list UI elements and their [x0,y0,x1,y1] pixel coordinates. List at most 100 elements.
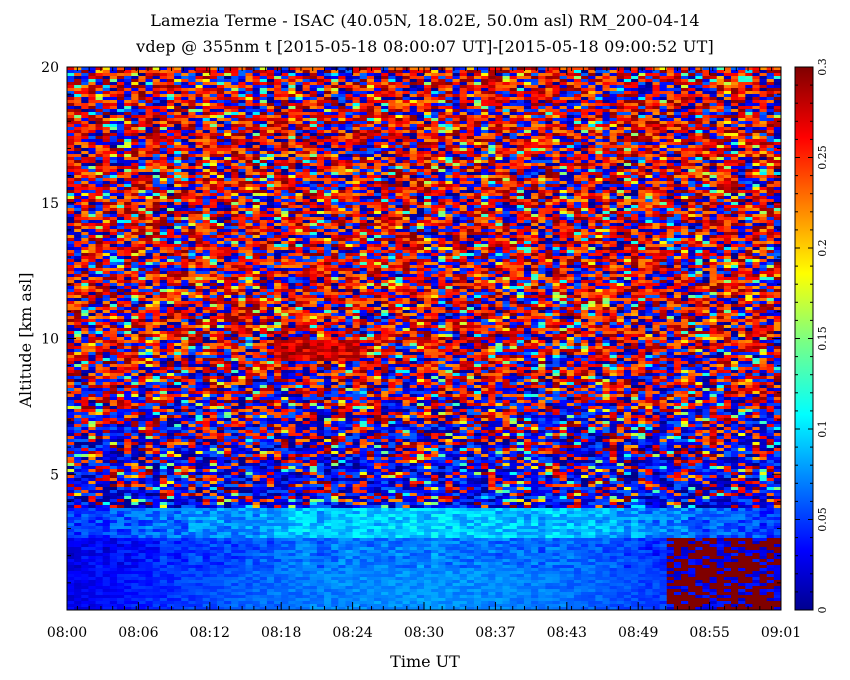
heatmap-cell [131,139,139,142]
heatmap-cell [217,196,225,199]
heatmap-cell [253,589,261,592]
heatmap-cell [174,310,182,313]
heatmap-cell [160,67,168,70]
heatmap-cell [231,472,239,475]
heatmap-cell [203,295,211,298]
heatmap-cell [260,241,268,244]
heatmap-cell [81,283,89,286]
heatmap-cell [117,454,125,457]
heatmap-cell [224,559,232,562]
heatmap-cell [260,214,268,217]
heatmap-cell [117,346,125,349]
heatmap-cell [138,271,146,274]
heatmap-cell [253,496,261,499]
heatmap-cell [81,325,89,328]
heatmap-cell [110,466,118,469]
heatmap-cell [160,268,168,271]
heatmap-cell [188,286,196,289]
heatmap-cell [131,127,139,130]
heatmap-cell [246,454,254,457]
heatmap-cell [88,541,96,544]
heatmap-cell [224,571,232,574]
heatmap-cell [260,349,268,352]
heatmap-cell [210,166,218,169]
heatmap-cell [110,454,118,457]
heatmap-cell [260,340,268,343]
heatmap-cell [217,565,225,568]
heatmap-cell [238,223,246,226]
heatmap-cell [124,493,132,496]
heatmap-cell [160,196,168,199]
heatmap-cell [174,238,182,241]
heatmap-cell [260,310,268,313]
heatmap-cell [88,526,96,529]
heatmap-cell [174,499,182,502]
heatmap-cell [117,154,125,157]
heatmap-cell [138,250,146,253]
heatmap-cell [260,181,268,184]
heatmap-cell [181,304,189,307]
heatmap-cell [160,424,168,427]
heatmap-cell [138,238,146,241]
heatmap-cell [246,157,254,160]
heatmap-cell [110,310,118,313]
heatmap-cell [124,184,132,187]
heatmap-cell [174,403,182,406]
heatmap-cell [96,331,104,334]
heatmap-cell [231,256,239,259]
heatmap-cell [160,226,168,229]
heatmap-cell [217,178,225,181]
heatmap-cell [224,100,232,103]
heatmap-cell [153,523,161,526]
heatmap-cell [210,430,218,433]
heatmap-cell [146,412,154,415]
heatmap-cell [81,412,89,415]
heatmap-cell [103,493,111,496]
heatmap-cell [160,592,168,595]
heatmap-cell [96,100,104,103]
heatmap-cell [253,88,261,91]
heatmap-cell [231,574,239,577]
heatmap-cell [88,76,96,79]
heatmap-cell [110,160,118,163]
heatmap-cell [88,241,96,244]
heatmap-cell [74,538,82,541]
heatmap-cell [74,286,82,289]
heatmap-cell [153,586,161,589]
heatmap-cell [124,304,132,307]
heatmap-cell [253,361,261,364]
heatmap-cell [253,172,261,175]
heatmap-cell [96,277,104,280]
heatmap-cell [88,94,96,97]
heatmap-cell [110,385,118,388]
heatmap-cell [167,505,175,508]
heatmap-cell [131,73,139,76]
heatmap-cell [217,265,225,268]
heatmap-cell [188,193,196,196]
heatmap-cell [253,529,261,532]
heatmap-cell [103,94,111,97]
heatmap-cell [67,496,75,499]
heatmap-cell [74,442,82,445]
heatmap-cell [153,343,161,346]
heatmap-cell [124,319,132,322]
heatmap-cell [138,76,146,79]
heatmap-cell [81,139,89,142]
heatmap-cell [217,286,225,289]
heatmap-cell [224,298,232,301]
heatmap-cell [260,355,268,358]
heatmap-cell [231,445,239,448]
heatmap-cell [203,310,211,313]
heatmap-cell [160,520,168,523]
heatmap-cell [224,517,232,520]
heatmap-cell [224,94,232,97]
heatmap-cell [181,529,189,532]
heatmap-cell [188,352,196,355]
heatmap-cell [153,601,161,604]
heatmap-cell [174,415,182,418]
heatmap-cell [103,535,111,538]
heatmap-cell [110,214,118,217]
heatmap-cell [246,292,254,295]
heatmap-cell [88,520,96,523]
heatmap-cell [231,88,239,91]
